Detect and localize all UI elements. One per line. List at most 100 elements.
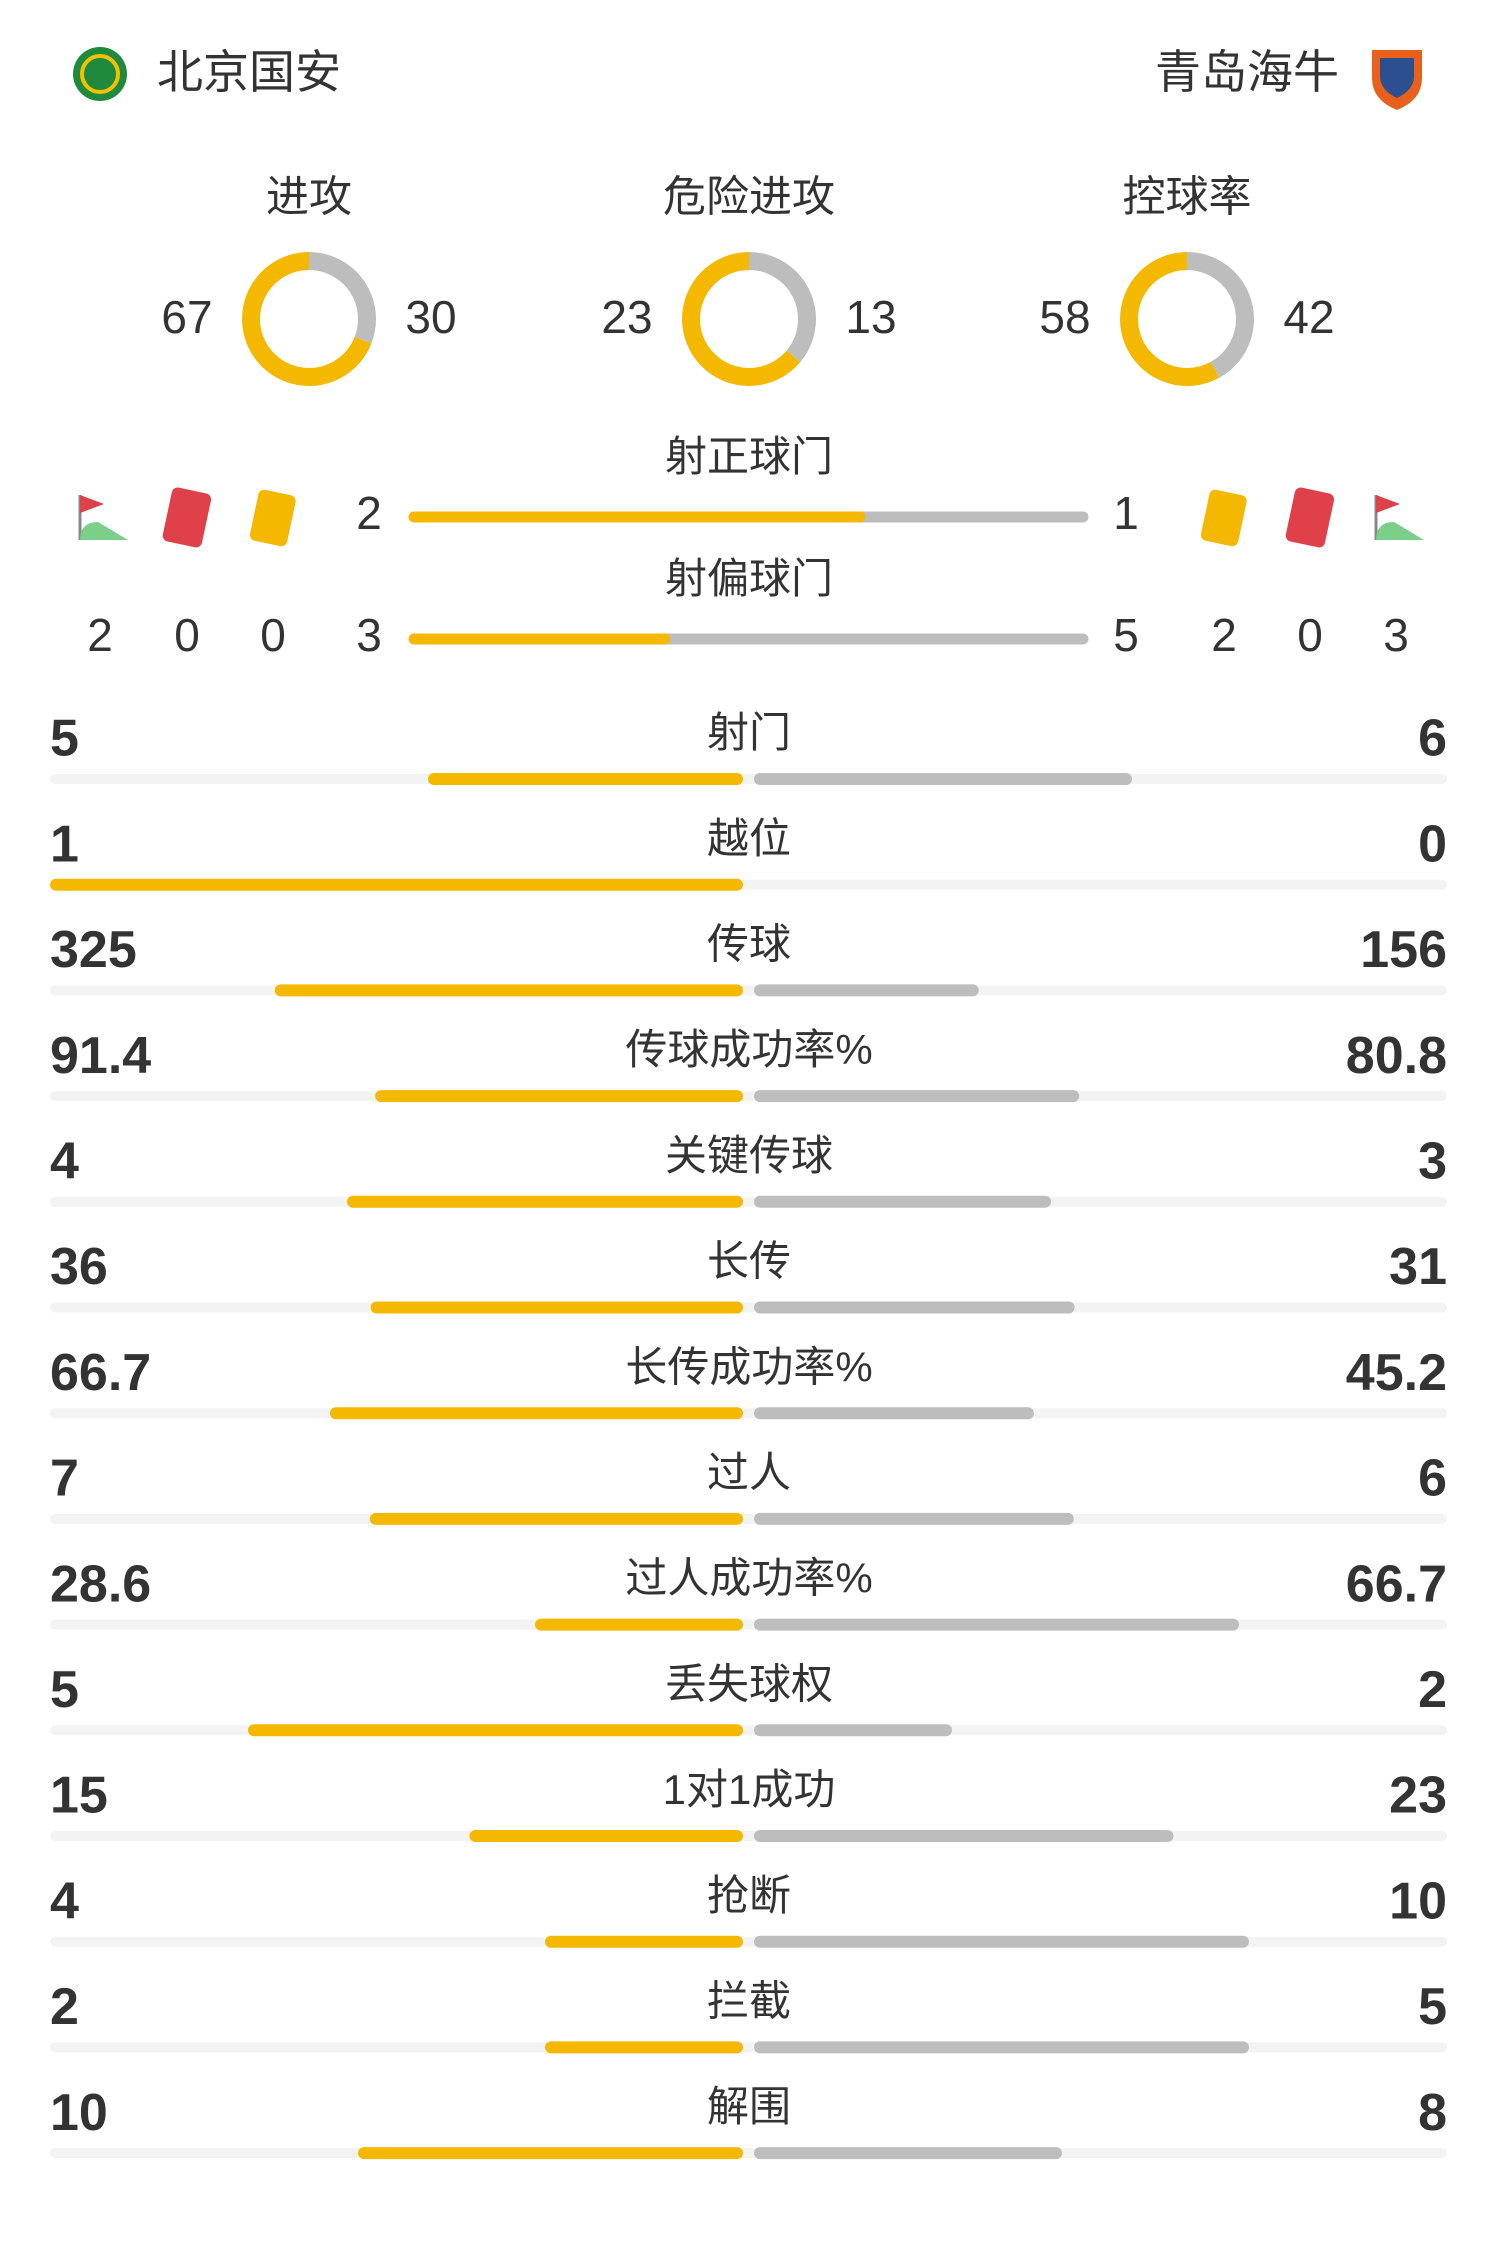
card-count: 0 — [260, 609, 286, 661]
away-value: 45.2 — [1346, 1344, 1447, 1402]
away-bar — [754, 1935, 1249, 1948]
away-value: 31 — [1389, 1238, 1447, 1296]
home-value: 10 — [50, 2084, 108, 2142]
away-team: 青岛海牛 — [1155, 46, 1339, 98]
away-bar — [754, 1407, 1034, 1420]
away-bar — [754, 1512, 1074, 1525]
home-value: 66.7 — [50, 1344, 151, 1402]
home-value: 5 — [50, 1661, 79, 1719]
away-bar — [754, 773, 1132, 785]
home-bar — [358, 2147, 743, 2160]
stat-label: 抢断 — [707, 1872, 791, 1919]
stat-label: 长传 — [707, 1238, 791, 1285]
stat-label: 丢失球权 — [665, 1660, 833, 1707]
card-count: 0 — [1297, 609, 1323, 661]
stat-label: 过人 — [707, 1449, 791, 1496]
away-value: 5 — [1418, 1978, 1447, 2036]
stat-label: 传球成功率% — [625, 1026, 872, 1073]
home-logo — [73, 47, 127, 101]
home-bar — [329, 1407, 743, 1420]
away-bar — [754, 2041, 1249, 2054]
away-bar — [754, 1301, 1075, 1314]
home-bar — [274, 984, 743, 997]
home-bar — [347, 1195, 743, 1208]
home-value: 325 — [50, 921, 137, 979]
ring-title: 进攻 — [266, 173, 352, 221]
home-value: 28.6 — [50, 1555, 151, 1613]
home-bar — [369, 1512, 743, 1525]
away-value: 6 — [1418, 710, 1447, 768]
bar-label: 射偏球门 — [665, 555, 833, 602]
card-count: 3 — [1383, 609, 1409, 661]
home-arc — [242, 252, 376, 386]
away-value: 3 — [1418, 1133, 1447, 1191]
home-red-card-icon — [162, 487, 212, 548]
card-count: 2 — [1211, 609, 1237, 661]
track — [50, 1196, 1447, 1207]
home-value: 58 — [1039, 291, 1090, 343]
home-yellow-card-icon — [249, 489, 296, 547]
home-value: 36 — [50, 1238, 108, 1296]
home-value: 7 — [50, 1450, 79, 1508]
home-value: 15 — [50, 1767, 108, 1825]
home-arc — [682, 252, 816, 386]
away-value: 30 — [405, 291, 456, 343]
bar-label: 射正球门 — [665, 433, 833, 480]
track — [50, 1091, 1447, 1102]
away-value: 0 — [1418, 815, 1447, 873]
home-bar — [375, 1090, 743, 1103]
home-value: 91.4 — [50, 1027, 151, 1085]
home-bar — [50, 878, 743, 891]
home-bar — [370, 1301, 743, 1314]
stat-label: 传球 — [707, 920, 791, 967]
home-value: 5 — [50, 710, 79, 768]
stat-label: 越位 — [707, 815, 791, 862]
track — [50, 1513, 1447, 1524]
away-value: 1 — [1113, 487, 1139, 539]
home-value: 3 — [356, 609, 382, 661]
track — [50, 1302, 1447, 1313]
stat-label: 长传成功率% — [625, 1343, 872, 1390]
away-bar — [754, 1195, 1051, 1208]
away-bar — [754, 1724, 952, 1737]
home-value: 4 — [50, 1872, 79, 1930]
stat-label: 解围 — [707, 2083, 791, 2130]
away-value: 10 — [1389, 1872, 1447, 1930]
away-bar — [754, 1090, 1080, 1103]
away-yellow-card-icon — [1200, 489, 1247, 547]
home-bar — [545, 1935, 743, 1948]
stat-label: 1对1成功 — [663, 1766, 836, 1813]
away-value: 13 — [845, 291, 896, 343]
away-value: 6 — [1418, 1450, 1447, 1508]
away-red-card-icon — [1285, 487, 1335, 548]
home-team: 北京国安 — [157, 46, 341, 98]
track — [50, 1408, 1447, 1419]
away-value: 156 — [1360, 921, 1447, 979]
home-bar — [248, 1724, 743, 1737]
home-bar — [428, 773, 743, 785]
card-count: 2 — [87, 609, 113, 661]
track — [50, 774, 1447, 784]
away-bar — [754, 984, 979, 997]
away-corner-icon — [1374, 495, 1424, 540]
home-value: 4 — [50, 1133, 79, 1191]
home-arc — [1120, 252, 1254, 386]
home-corner-icon — [78, 495, 128, 540]
away-value: 42 — [1283, 291, 1334, 343]
away-value: 66.7 — [1346, 1555, 1447, 1613]
away-value: 80.8 — [1346, 1027, 1447, 1085]
away-value: 23 — [1389, 1767, 1447, 1825]
home-value: 2 — [50, 1978, 79, 2036]
home-value: 23 — [601, 291, 652, 343]
away-bar — [754, 1830, 1174, 1842]
ring-title: 控球率 — [1123, 173, 1252, 221]
card-count: 0 — [174, 609, 200, 661]
stat-label: 关键传球 — [665, 1132, 833, 1179]
stat-label: 拦截 — [707, 1977, 791, 2024]
stat-label: 射门 — [707, 709, 791, 756]
stat-label: 过人成功率% — [625, 1555, 872, 1602]
home-value: 1 — [50, 815, 79, 873]
track — [50, 2148, 1447, 2159]
away-value: 5 — [1113, 609, 1139, 661]
away-logo — [1372, 50, 1422, 110]
